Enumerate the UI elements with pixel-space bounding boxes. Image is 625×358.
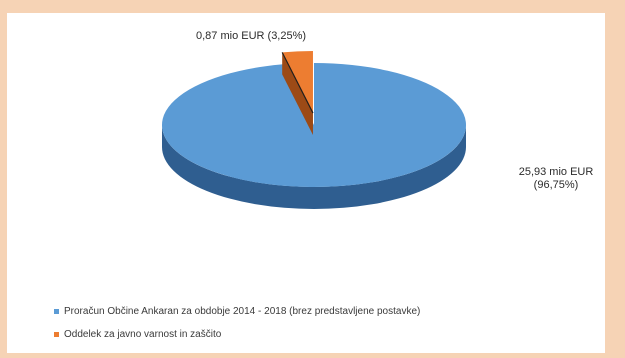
legend-swatch-security (54, 332, 59, 337)
legend-label-budget: Proračun Občine Ankaran za obdobje 2014 … (64, 306, 421, 317)
slice-label-budget-value: 25,93 mio EUR (518, 166, 594, 178)
legend-swatch-budget (54, 309, 59, 314)
pie-slice-security-side (282, 52, 313, 136)
legend-item-security: Oddelek za javno varnost in zaščito (54, 329, 221, 340)
pie-slice-security-edge (281, 52, 314, 114)
slice-label-budget-percent: (96,75%) (533, 179, 579, 191)
pie-slice-budget (161, 63, 466, 187)
slice-label-security: 0,87 mio EUR (3,25%) (196, 30, 307, 42)
legend-label-security: Oddelek za javno varnost in zaščito (64, 329, 222, 340)
pie-slice-budget-side (162, 125, 466, 209)
slice-label-budget: 25,93 mio EUR (96,75%) (516, 166, 596, 192)
legend-item-budget: Proračun Občine Ankaran za obdobje 2014 … (54, 306, 420, 317)
